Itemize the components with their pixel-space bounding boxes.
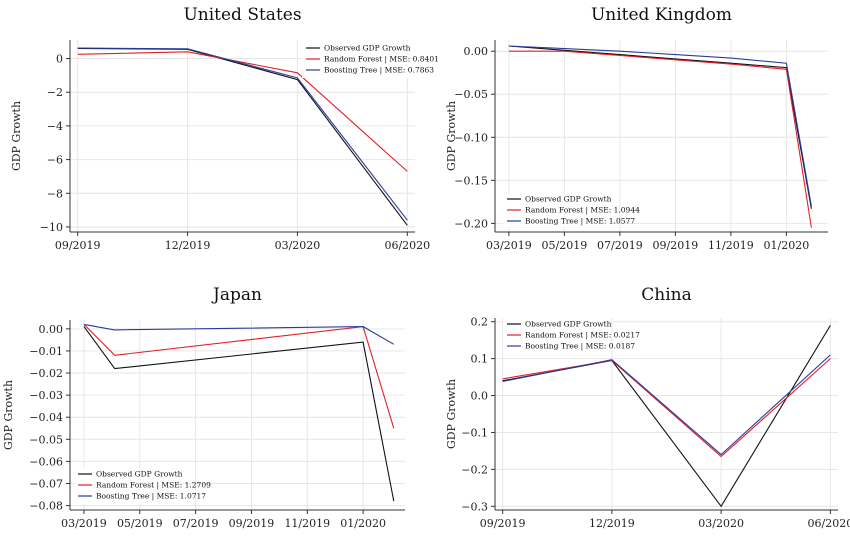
- y-tick-label: −6: [47, 154, 63, 167]
- y-tick-label: −0.08: [29, 500, 63, 513]
- legend-japan: Observed GDP Growth Random Forest | MSE: …: [74, 468, 211, 504]
- y-tick-label: −0.03: [29, 389, 63, 402]
- y-tick-label: −0.2: [461, 463, 488, 476]
- legend-label-bt: Boosting Tree | MSE: 1.0717: [96, 492, 206, 501]
- x-tick-label: 09/2019: [480, 517, 526, 530]
- x-tick-label: 01/2020: [764, 239, 810, 252]
- x-tick-label: 03/2020: [275, 239, 321, 252]
- x-tick-label: 06/2020: [808, 517, 850, 530]
- panel-united-states: United States 09/2019 12/2019 03/2020 06/202…: [10, 5, 439, 252]
- y-axis-label: GDP Growth: [445, 379, 458, 449]
- legend-label-bt: Boosting Tree | MSE: 1.0577: [525, 217, 635, 226]
- y-tick-label: −8: [47, 187, 63, 200]
- series-line-bt: [502, 354, 831, 456]
- y-axis-label: GDP Growth: [10, 101, 23, 171]
- x-tick-label: 07/2019: [597, 239, 643, 252]
- panel-japan: Japan 03/2019 05/2019 07/2019 09/2019 11/2019…: [2, 285, 405, 530]
- legend-label-rf: Random Forest | MSE: 1.2709: [96, 481, 211, 490]
- legend-label-observed: Observed GDP Growth: [324, 44, 411, 53]
- y-tick-label: −0.07: [29, 477, 63, 490]
- legend-label-bt: Boosting Tree | MSE: 0.0187: [525, 342, 635, 351]
- legend-united-kingdom: Observed GDP Growth Random Forest | MSE: …: [503, 193, 640, 229]
- series-line-rf: [77, 51, 408, 172]
- x-tick-label: 12/2019: [165, 239, 211, 252]
- y-tick-label: −0.05: [29, 433, 63, 446]
- x-tick-label: 09/2019: [229, 517, 275, 530]
- y-tick-label: 0: [56, 53, 63, 66]
- x-tick-label: 12/2019: [589, 517, 635, 530]
- y-tick-label: −0.02: [29, 367, 63, 380]
- y-tick-label: −0.1: [461, 426, 488, 439]
- y-tick-label: 0.2: [471, 316, 489, 329]
- x-tick-label: 05/2019: [117, 517, 163, 530]
- x-tick-label: 03/2019: [486, 239, 532, 252]
- legend-label-rf: Random Forest | MSE: 1.0944: [525, 206, 640, 215]
- y-tick-label: 0.00: [464, 45, 489, 58]
- legend-label-rf: Random Forest | MSE: 0.8401: [324, 55, 439, 64]
- y-tick-label: −2: [47, 86, 63, 99]
- chart-title-china: China: [641, 285, 691, 305]
- x-tick-label: 07/2019: [173, 517, 219, 530]
- chart-title-united-kingdom: United Kingdom: [591, 5, 732, 25]
- legend-label-observed: Observed GDP Growth: [525, 195, 612, 204]
- x-tick-label: 03/2019: [61, 517, 107, 530]
- series-line-rf: [502, 358, 831, 458]
- x-tick-label: 09/2019: [55, 239, 101, 252]
- y-tick-label: −0.06: [29, 455, 63, 468]
- y-tick-label: −0.05: [454, 88, 488, 101]
- panel-united-kingdom: United Kingdom 03/2019 05/2019 07/2019 09/20…: [445, 5, 828, 252]
- y-tick-label: −0.20: [454, 217, 488, 230]
- panel-china: China 09/2019 12/2019 03/2020 06/2020 0.2 0.1 0…: [445, 285, 850, 530]
- y-tick-label: −10: [40, 221, 63, 234]
- chart-title-japan: Japan: [211, 285, 262, 305]
- legend-china: Observed GDP Growth Random Forest | MSE: …: [503, 318, 640, 354]
- y-tick-label: −0.04: [29, 411, 63, 424]
- x-tick-label: 03/2020: [698, 517, 744, 530]
- x-tick-label: 11/2019: [284, 517, 330, 530]
- y-tick-label: −4: [47, 120, 63, 133]
- legend-label-bt: Boosting Tree | MSE: 0.7863: [324, 66, 434, 75]
- y-tick-label: 0.1: [471, 353, 489, 366]
- y-tick-label: 0.00: [39, 323, 64, 336]
- series-line-bt: [77, 47, 408, 221]
- x-tick-label: 01/2020: [340, 517, 386, 530]
- y-tick-label: −0.01: [29, 345, 63, 358]
- chart-title-united-states: United States: [183, 5, 301, 25]
- x-tick-label: 09/2019: [653, 239, 699, 252]
- legend-united-states: Observed GDP Growth Random Forest | MSE: …: [302, 42, 439, 78]
- x-tick-label: 11/2019: [708, 239, 754, 252]
- x-tick-label: 05/2019: [542, 239, 588, 252]
- legend-label-observed: Observed GDP Growth: [525, 320, 612, 329]
- series-line-bt: [83, 323, 395, 345]
- y-tick-label: 0.0: [471, 390, 489, 403]
- series-line-observed: [508, 45, 812, 209]
- series-line-rf: [83, 324, 395, 429]
- series-line-observed: [83, 326, 395, 502]
- series-line-bt: [508, 45, 812, 207]
- x-tick-label: 06/2020: [384, 239, 430, 252]
- series-line-rf: [508, 50, 812, 228]
- y-tick-label: −0.10: [454, 131, 488, 144]
- y-axis-label: GDP Growth: [445, 101, 458, 171]
- y-tick-label: −0.15: [454, 174, 488, 187]
- legend-label-observed: Observed GDP Growth: [96, 470, 183, 479]
- y-axis-label: GDP Growth: [2, 380, 15, 450]
- legend-label-rf: Random Forest | MSE: 0.0217: [525, 331, 640, 340]
- y-tick-label: −0.3: [461, 500, 488, 513]
